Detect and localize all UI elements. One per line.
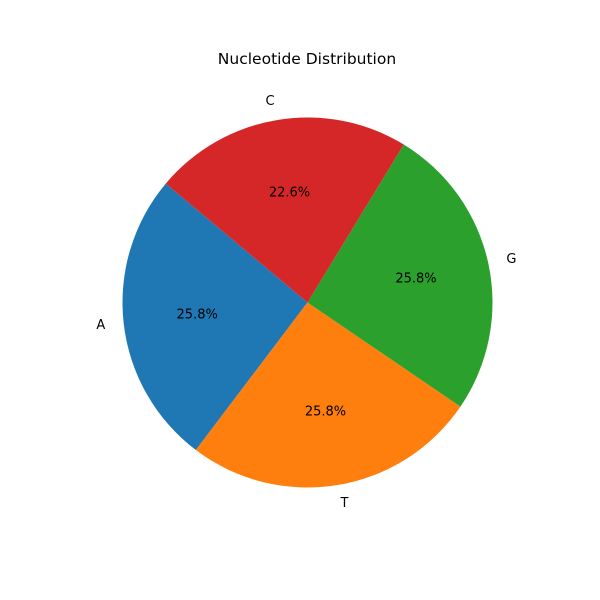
pie-wedges <box>122 117 493 488</box>
pie-slice-c <box>165 117 404 303</box>
category-label-t: T <box>339 496 348 511</box>
category-label-a: A <box>96 318 105 333</box>
pie-slice-g <box>307 144 493 407</box>
percent-label-c: 22.6% <box>269 185 310 200</box>
chart-title: Nucleotide Distribution <box>218 50 396 68</box>
pie-slice-t <box>195 302 461 488</box>
percent-label-g: 25.8% <box>395 272 436 287</box>
pie-labels: A 25.8% T 25.8% G 25.8% C 22.6% <box>96 94 516 511</box>
percent-label-t: 25.8% <box>305 405 346 420</box>
percent-label-a: 25.8% <box>177 307 218 322</box>
category-label-c: C <box>265 94 274 109</box>
pie-slice-a <box>122 183 308 451</box>
category-label-g: G <box>506 252 516 267</box>
